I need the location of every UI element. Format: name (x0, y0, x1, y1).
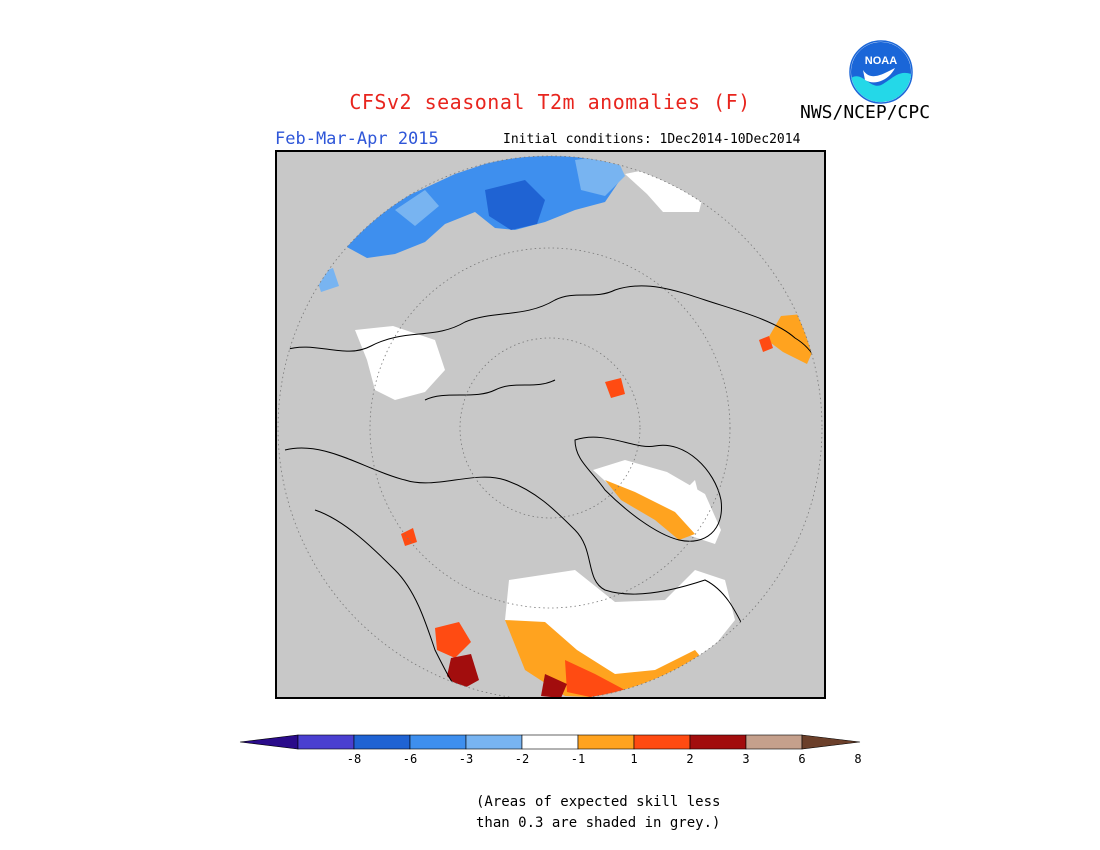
colorbar-legend: -8 -6 -3 -2 -1 1 2 3 6 8 (238, 731, 862, 771)
skill-note: (Areas of expected skill less than 0.3 a… (476, 792, 720, 834)
colorbar-bin (745, 734, 803, 750)
season-label: Feb-Mar-Apr 2015 (275, 129, 439, 149)
colorbar-tick-label: -2 (515, 752, 529, 766)
colorbar-bin (239, 734, 299, 750)
warm-anomaly-pacific (435, 622, 471, 658)
colorbar-tick-label: -1 (571, 752, 585, 766)
colorbar-tick-label: -8 (347, 752, 361, 766)
strong-cold-anomaly (485, 180, 545, 230)
colorbar-tick-label: 1 (630, 752, 637, 766)
skill-note-line1: (Areas of expected skill less (476, 794, 721, 810)
map-title: CFSv2 seasonal T2m anomalies (F) (349, 90, 751, 114)
colorbar-tick-label: 3 (742, 752, 749, 766)
colorbar-bin (633, 734, 691, 750)
noaa-logo: NOAA (849, 40, 913, 104)
colorbar-bin (801, 734, 861, 750)
colorbar-bin (577, 734, 635, 750)
colorbar-bin (409, 734, 467, 750)
initial-conditions-label: Initial conditions: 1Dec2014-10Dec2014 (503, 132, 801, 147)
colorbar-bin (353, 734, 411, 750)
agency-label: NWS/NCEP/CPC (800, 102, 931, 123)
colorbar-tick-label: -6 (403, 752, 417, 766)
colorbar-tick-label: 2 (686, 752, 693, 766)
polar-map (275, 150, 826, 701)
white-region-greenland (593, 460, 721, 544)
colorbar-tick-label: -3 (459, 752, 473, 766)
colorbar-bin (689, 734, 747, 750)
colorbar-bin (297, 734, 355, 750)
colorbar-tick-label: 6 (798, 752, 805, 766)
cold-anomaly-siberia (345, 156, 620, 258)
colorbar-bin (465, 734, 523, 750)
warm-anomaly-canada (505, 620, 705, 698)
skill-note-line2: than 0.3 are shaded in grey.) (476, 815, 721, 831)
colorbar-tick-label: 8 (854, 752, 861, 766)
white-region-europe (355, 326, 445, 400)
logo-text: NOAA (865, 55, 897, 67)
colorbar-bin (521, 734, 579, 750)
